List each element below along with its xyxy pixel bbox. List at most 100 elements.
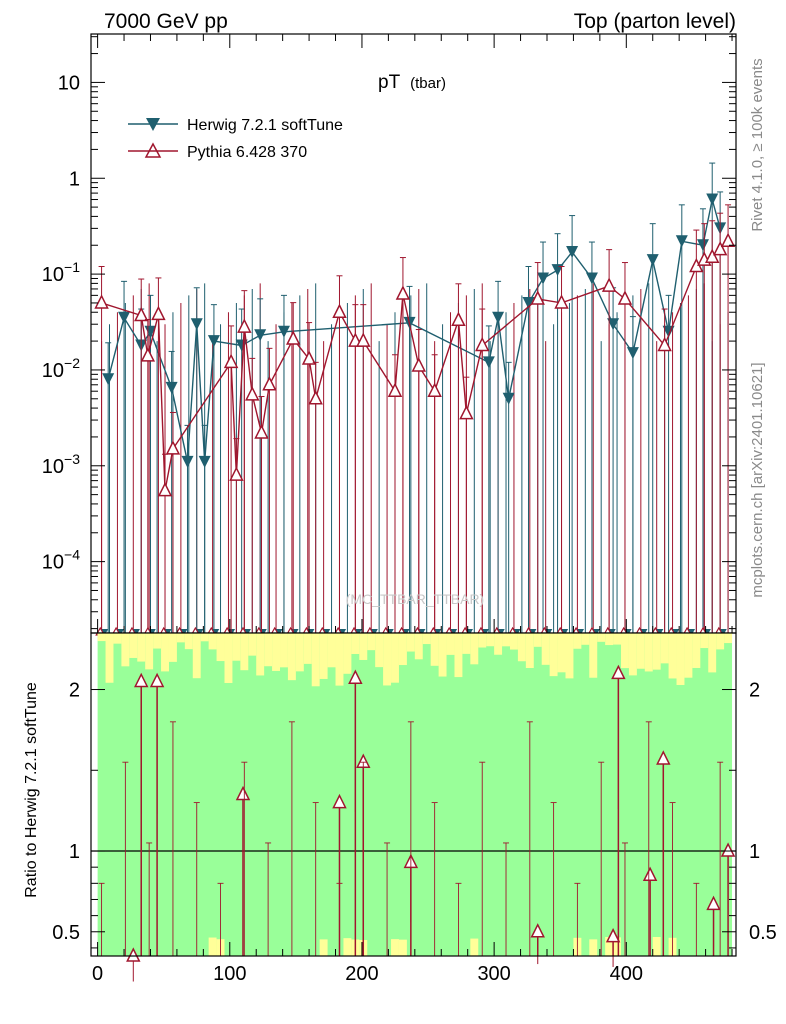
herwig-point <box>626 347 639 360</box>
band-outer-top <box>121 633 130 667</box>
band-outer-top <box>565 633 574 679</box>
y-tick-label-base: 1 <box>69 168 80 190</box>
ratio-y-axis: 0.5 0.5 1 1 2 2 <box>52 680 777 949</box>
band-outer-top <box>589 633 598 678</box>
x-tick-label: 300 <box>477 963 510 985</box>
pythia-point <box>151 305 166 321</box>
band-outer-top <box>272 633 281 671</box>
y-tick-label: 10 <box>58 72 80 94</box>
band-outer-top <box>454 633 463 678</box>
band-outer-top <box>652 633 661 670</box>
pythia-point <box>411 357 427 372</box>
pythia-point <box>720 232 736 248</box>
header-right: Top (parton level) <box>574 10 736 33</box>
band-outer-top <box>224 633 233 683</box>
pythia-point <box>245 386 260 401</box>
band-outer-bottom <box>343 938 352 956</box>
pythia-point <box>657 336 672 352</box>
band-outer-top <box>549 633 558 677</box>
pythia-point <box>254 424 269 439</box>
band-outer-top <box>287 633 296 681</box>
pythia-point <box>165 440 181 455</box>
band-outer-top <box>700 633 709 649</box>
ratio-y-tick-label-right: 1 <box>749 841 760 863</box>
band-outer-bottom <box>652 936 661 956</box>
band-outer-top <box>351 633 360 654</box>
herwig-point <box>254 329 267 342</box>
x-tick-label: 400 <box>610 963 643 985</box>
y-tick-label-exp: −4 <box>64 547 80 563</box>
band-outer-top <box>295 633 304 672</box>
header-left: 7000 GeV pp <box>104 10 228 33</box>
pythia-point <box>601 277 617 292</box>
pythia-point <box>554 294 569 309</box>
band-outer-top <box>200 633 209 642</box>
band-outer-top <box>145 633 154 670</box>
herwig-point <box>646 254 659 267</box>
pythia-point <box>712 240 728 256</box>
x-tick-label: 0 <box>92 963 103 985</box>
band-outer-top <box>248 633 257 656</box>
ratio-pythia-series <box>98 664 736 982</box>
band-outer-bottom <box>208 937 217 956</box>
herwig-point <box>190 318 203 331</box>
pythia-point <box>427 382 442 397</box>
y-tick-label-base: 10 <box>42 264 64 286</box>
band-outer-top <box>644 633 653 672</box>
band-outer-top <box>438 633 447 677</box>
ratio-point <box>134 672 149 688</box>
band-outer-top <box>478 633 487 648</box>
pythia-point <box>395 285 411 300</box>
y-tick-label-base: 10 <box>42 552 64 574</box>
plot-title: pT (tbar) <box>378 72 446 93</box>
pythia-point <box>704 248 720 263</box>
band-outer-bottom <box>613 937 622 956</box>
pythia-point <box>530 290 545 305</box>
plot-title-main: pT <box>378 72 401 93</box>
band-outer-top <box>636 633 645 669</box>
ratio-point <box>348 669 363 684</box>
rivet-version-label: Rivet 4.1.0, ≥ 100k events <box>749 58 766 231</box>
band-outer-top <box>359 633 368 660</box>
band-outer-top <box>232 633 241 661</box>
band-outer-top <box>383 633 392 686</box>
herwig-point <box>492 311 505 324</box>
herwig-point <box>696 239 709 252</box>
herwig-point <box>607 318 620 331</box>
band-outer-top <box>406 633 415 652</box>
y-tick-label-exp: −1 <box>64 259 80 275</box>
herwig-point <box>198 455 211 468</box>
herwig-point <box>165 381 178 394</box>
herwig-point <box>566 246 579 259</box>
band-outer-top <box>184 633 193 650</box>
legend-pythia-marker-icon <box>144 142 162 158</box>
band-outer-top <box>724 633 733 644</box>
band-outer-top <box>660 633 669 664</box>
band-outer-top <box>137 633 146 662</box>
ratio-y-tick-label: 1 <box>69 841 80 863</box>
herwig-point <box>551 264 564 277</box>
band-outer-bottom <box>398 939 407 956</box>
legend-pythia-label: Pythia 6.428 370 <box>187 144 307 161</box>
ratio-point <box>235 785 251 801</box>
band-outer-top <box>391 633 399 683</box>
y-tick-label: 10−4 <box>42 547 80 574</box>
band-outer-top <box>216 633 225 662</box>
y-tick-label-base: 10 <box>42 456 64 478</box>
band-outer-top <box>557 633 566 673</box>
ratio-point <box>611 664 626 680</box>
herwig-series <box>100 162 727 636</box>
band-outer-top <box>105 633 114 683</box>
band-outer-top <box>375 633 384 668</box>
pythia-series <box>94 204 736 636</box>
pythia-point <box>475 336 490 352</box>
pythia-point <box>229 466 244 481</box>
y-tick-label: 10−3 <box>42 451 80 478</box>
pythia-point <box>356 332 371 347</box>
band-outer-top <box>327 633 336 668</box>
pythia-point <box>459 404 474 420</box>
band-outer-top <box>208 633 217 650</box>
ratio-ylabel: Ratio to Herwig 7.2.1 softTune <box>23 682 40 898</box>
band-outer-top <box>192 633 201 679</box>
band-outer-top <box>668 633 677 679</box>
